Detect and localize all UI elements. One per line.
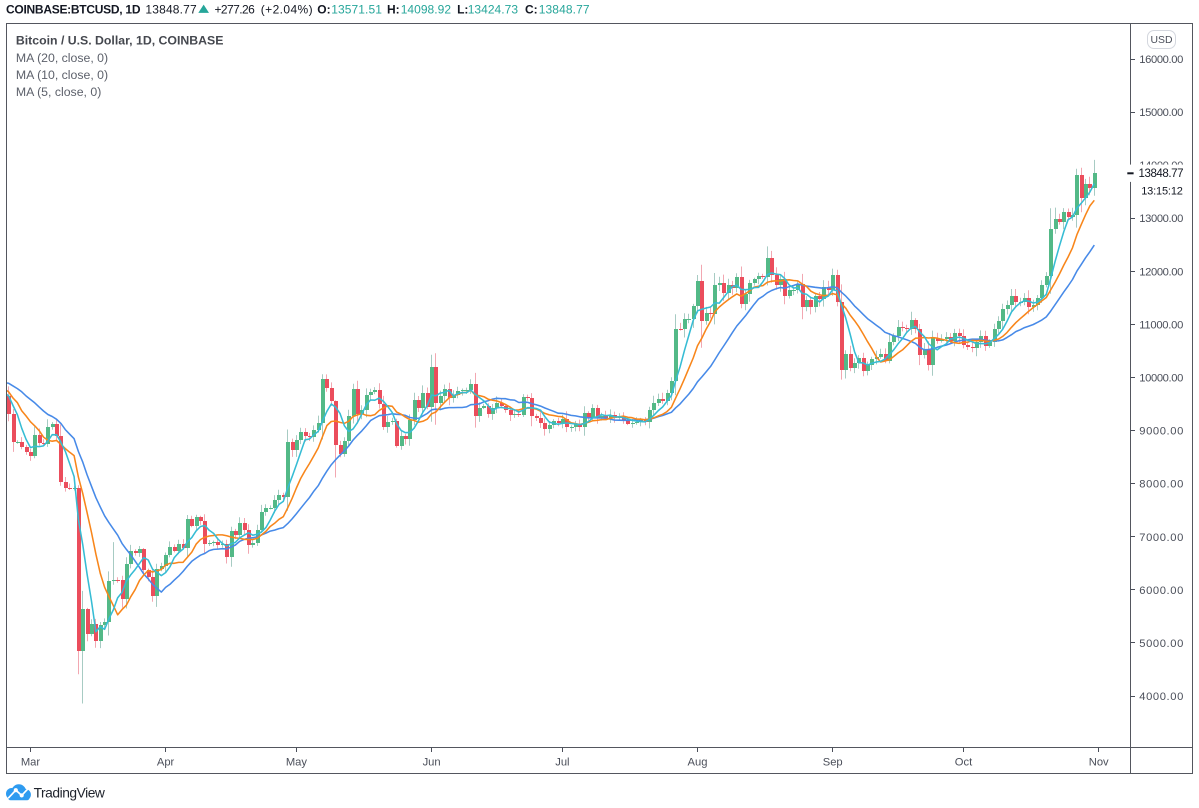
svg-text:4000.00: 4000.00	[1139, 691, 1183, 703]
svg-text:+277.26: +277.26	[215, 3, 256, 17]
svg-text:Bitcoin / U.S. Dollar, 1D, COI: Bitcoin / U.S. Dollar, 1D, COINBASE	[16, 34, 224, 48]
svg-text:8000.00: 8000.00	[1139, 479, 1183, 491]
svg-text:13848.77: 13848.77	[145, 3, 197, 17]
svg-text:MA (10, close, 0): MA (10, close, 0)	[16, 68, 108, 82]
svg-text:Nov: Nov	[1089, 756, 1109, 768]
svg-text:14098.92: 14098.92	[401, 3, 452, 17]
svg-text:13571.51: 13571.51	[331, 3, 382, 17]
svg-text:13424.73: 13424.73	[468, 3, 519, 17]
svg-text:11000.00: 11000.00	[1139, 319, 1183, 331]
svg-text:USD: USD	[1151, 35, 1173, 46]
svg-text:C:: C:	[525, 3, 538, 17]
svg-text:12000.00: 12000.00	[1139, 266, 1183, 278]
svg-text:MA (20, close, 0): MA (20, close, 0)	[16, 51, 108, 65]
svg-text:13848.77: 13848.77	[539, 3, 590, 17]
svg-text:Aug: Aug	[688, 756, 708, 768]
svg-text:MA (5, close, 0): MA (5, close, 0)	[16, 85, 101, 99]
svg-text:Jul: Jul	[555, 756, 569, 768]
svg-text:(+2.04%): (+2.04%)	[261, 3, 313, 17]
svg-text:15000.00: 15000.00	[1139, 107, 1183, 119]
svg-text:9000.00: 9000.00	[1139, 426, 1183, 438]
svg-text:O:: O:	[317, 3, 330, 17]
svg-text:L:: L:	[457, 3, 468, 17]
svg-text:10000.00: 10000.00	[1139, 373, 1183, 385]
svg-text:Jun: Jun	[423, 756, 441, 768]
svg-text:Apr: Apr	[157, 756, 175, 768]
svg-text:TradingView: TradingView	[34, 785, 105, 800]
svg-text:Sep: Sep	[823, 756, 843, 768]
svg-text:16000.00: 16000.00	[1139, 54, 1183, 66]
svg-text:13000.00: 13000.00	[1139, 213, 1183, 225]
svg-text:13:15:12: 13:15:12	[1141, 186, 1183, 198]
svg-text:6000.00: 6000.00	[1139, 585, 1183, 597]
svg-text:13848.77: 13848.77	[1139, 168, 1184, 180]
svg-text:Oct: Oct	[955, 756, 973, 768]
svg-text:May: May	[286, 756, 308, 768]
svg-text:H:: H:	[387, 3, 400, 17]
svg-text:Mar: Mar	[21, 756, 41, 768]
svg-text:7000.00: 7000.00	[1139, 532, 1183, 544]
svg-text:5000.00: 5000.00	[1139, 638, 1183, 650]
svg-text:COINBASE:BTCUSD, 1D: COINBASE:BTCUSD, 1D	[6, 3, 141, 17]
